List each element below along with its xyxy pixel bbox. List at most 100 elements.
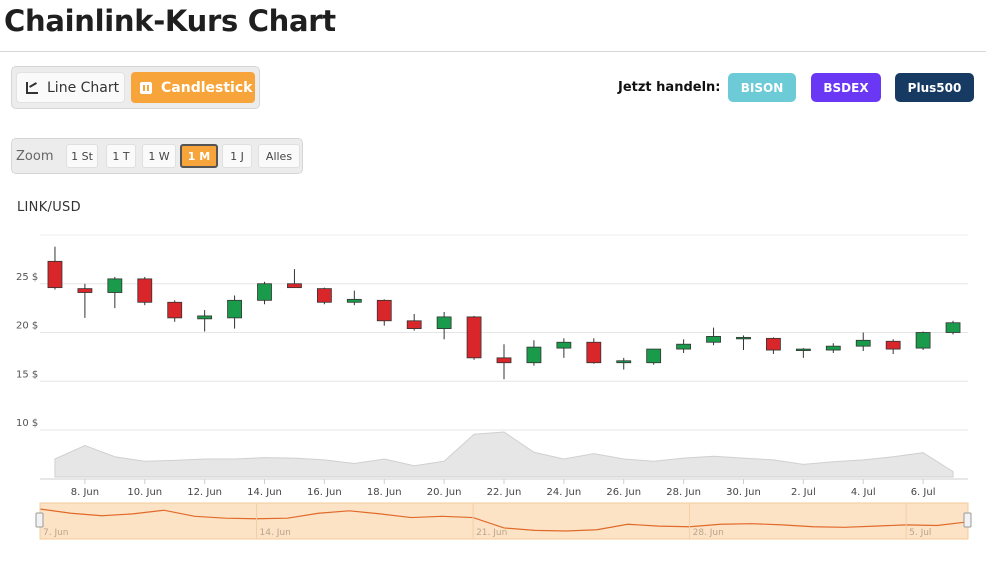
y-tick-label: 20 $ [16,321,38,332]
x-tick-label: 24. Jun [547,487,582,498]
candle-body [496,357,512,364]
candle-body [287,283,302,289]
candle-body [316,288,332,303]
y-tick-label: 15 $ [16,369,38,380]
zoom-1y-button[interactable]: 1 J [222,144,252,168]
chart-mode-switch: Line Chart Candlestick [11,66,260,109]
candle [167,300,183,322]
candle-body [616,360,632,364]
page-title: Chainlink-Kurs Chart [4,4,336,38]
candle-body [197,315,213,320]
navigator-label: 7. Jun [43,528,69,538]
candle [287,269,302,289]
zoom-1h-button[interactable]: 1 St [66,144,98,168]
candle [616,357,632,370]
y-tick-label: 10 $ [16,418,38,429]
bison-button[interactable]: BISON [728,73,796,102]
navigator-label: 14. Jun [260,528,291,538]
candle [436,312,452,340]
candle-body [586,341,602,364]
candle-body [945,322,961,333]
candle-body [736,336,751,340]
line-chart-icon [26,81,38,94]
candle-body [526,346,542,364]
candle [376,299,392,326]
x-tick-label: 20. Jun [427,487,462,498]
candle-body [257,283,272,301]
zoom-1d-button[interactable]: 1 T [106,144,136,168]
candle [47,246,63,290]
candle-body [406,320,422,330]
candle-body [885,340,901,350]
navigator-series [39,508,969,532]
x-tick-label: 26. Jun [606,487,641,498]
candle [496,344,512,380]
candle-body [706,336,721,343]
candle [736,335,751,351]
x-tick-label: 8. Jun [71,487,99,498]
candle-body [795,348,811,351]
title-divider [0,51,986,52]
candle-body [107,278,123,293]
candle [316,287,332,305]
candle [766,337,781,354]
candle [77,283,93,318]
trade-label: Jetzt handeln: [618,80,721,95]
candle [795,348,811,358]
x-tick-label: 2. Jul [791,487,816,498]
candle [197,310,213,332]
candle-body [825,345,841,351]
zoom-label: Zoom [16,149,54,164]
navigator-label: 5. Jul [909,528,931,538]
candle-body [436,316,452,330]
line-chart-label: Line Chart [47,79,120,96]
line-chart-button[interactable]: Line Chart [16,72,125,103]
x-tick-label: 28. Jun [666,487,701,498]
x-tick-label: 14. Jun [247,487,282,498]
zoom-1m-button[interactable]: 1 M [180,144,218,168]
navigator-label: 28. Jun [693,528,724,538]
candle-body [227,299,242,319]
x-tick-label: 4. Jul [851,487,876,498]
candle [885,339,901,354]
zoom-all-button[interactable]: Alles [258,144,300,168]
candlestick-icon [140,81,152,94]
candle-body [915,332,931,349]
candle-body [646,348,662,364]
candle [646,348,662,365]
candle [346,290,362,306]
navigator-handle-right[interactable] [963,512,972,528]
zoom-1w-button[interactable]: 1 W [142,144,176,168]
x-tick-label: 22. Jun [487,487,522,498]
candle-body [466,316,482,359]
candle [107,276,123,309]
navigator-handle-left[interactable] [35,512,44,528]
candle [556,338,572,358]
x-tick-label: 12. Jun [187,487,222,498]
candle [706,327,721,346]
candle-body [676,343,692,350]
candle [257,281,272,305]
candle-body [556,341,572,349]
x-tick-label: 10. Jun [127,487,162,498]
chart-title: LINK/USD [17,200,81,215]
candlestick-button[interactable]: Candlestick [131,72,255,103]
candle [586,338,602,364]
candle [406,313,422,331]
x-tick-label: 30. Jun [726,487,761,498]
candle [915,331,931,351]
volume-area [54,431,954,478]
navigator-label: 21. Jun [476,528,507,538]
candlestick-chart[interactable]: 10 $ 15 $ 20 $ 25 $ 8. Jun 10. Jun 12. Jun 14. … [0,220,986,550]
candle [526,340,542,366]
candle [466,315,482,360]
plus500-button[interactable]: Plus500 [895,73,974,102]
candle [855,332,871,352]
bsdex-button[interactable]: BSDEX [811,73,881,102]
candle-body [376,299,392,322]
candle-body [855,339,871,347]
candle [945,320,961,335]
candle-body [766,337,781,351]
candle [676,339,692,353]
candle [227,295,242,329]
